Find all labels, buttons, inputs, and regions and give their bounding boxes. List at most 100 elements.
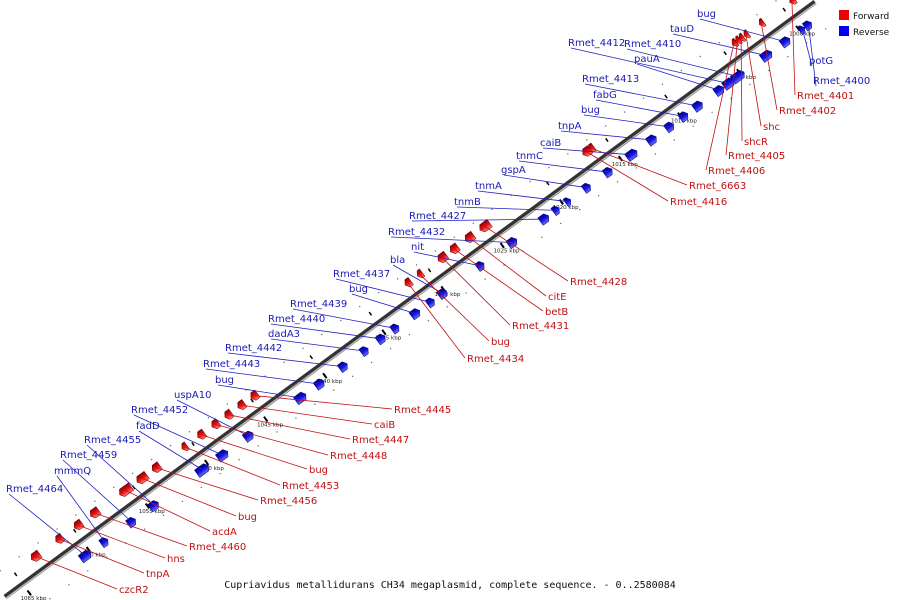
reverse-gene-label[interactable]: Rmet_4412 [568, 38, 625, 49]
forward-gene-label[interactable]: shcR [744, 137, 768, 148]
reverse-gene-label[interactable]: Rmet_4410 [624, 39, 681, 50]
forward-gene[interactable] [72, 518, 85, 532]
reverse-gene-label[interactable]: tnpA [558, 121, 582, 132]
reverse-gene-label[interactable]: Rmet_4432 [388, 227, 445, 238]
reverse-gene-label[interactable]: Rmet_4442 [225, 343, 282, 354]
reverse-gene-label[interactable]: Rmet_4413 [582, 74, 639, 85]
reverse-gene[interactable] [537, 212, 551, 226]
reverse-gene-label[interactable]: bug [697, 9, 716, 20]
reverse-gene-label[interactable]: mmmQ [54, 466, 91, 477]
forward-gene-label[interactable]: Rmet_4402 [779, 106, 836, 117]
reverse-gene-label[interactable]: bla [390, 255, 405, 266]
reverse-gene-label[interactable]: tnmC [516, 151, 543, 162]
forward-gene-label[interactable]: hns [167, 554, 185, 565]
reverse-gene[interactable] [677, 110, 691, 123]
reverse-gene-label[interactable]: dadA3 [268, 329, 300, 340]
reverse-gene[interactable] [550, 204, 562, 217]
reverse-gene-label[interactable]: Rmet_4459 [60, 450, 117, 461]
forward-gene[interactable] [195, 428, 208, 441]
reverse-gene[interactable] [408, 307, 422, 321]
reverse-gene[interactable] [562, 196, 573, 208]
reverse-gene[interactable] [580, 181, 593, 194]
forward-gene[interactable] [787, 0, 798, 6]
reverse-gene-label[interactable]: potG [809, 56, 833, 67]
forward-gene[interactable] [463, 230, 477, 244]
reverse-gene[interactable] [336, 360, 350, 373]
forward-gene[interactable] [448, 242, 461, 256]
reverse-gene-label[interactable]: bug [581, 105, 600, 116]
reverse-gene-label[interactable]: Rmet_4437 [333, 269, 390, 280]
reverse-gene-label[interactable]: Rmet_4464 [6, 484, 63, 495]
forward-gene-label[interactable]: bug [238, 512, 257, 523]
forward-gene[interactable] [741, 29, 752, 40]
reverse-gene[interactable] [624, 147, 640, 162]
forward-gene-label[interactable]: Rmet_6663 [689, 181, 746, 192]
forward-gene-label[interactable]: tnpA [146, 569, 170, 580]
reverse-gene-label[interactable]: tnmB [454, 197, 481, 208]
forward-gene-label[interactable]: Rmet_4456 [260, 496, 317, 507]
reverse-gene-label[interactable]: uspA10 [174, 390, 211, 401]
reverse-gene[interactable] [424, 296, 437, 309]
reverse-gene[interactable] [758, 48, 774, 63]
forward-gene[interactable] [134, 470, 150, 485]
forward-gene-label[interactable]: Rmet_4416 [670, 197, 727, 208]
forward-gene-label[interactable]: Rmet_4453 [282, 481, 339, 492]
reverse-gene-label[interactable]: caiB [540, 138, 561, 149]
reverse-gene[interactable] [125, 516, 139, 529]
reverse-gene-label[interactable]: fabG [593, 90, 617, 101]
forward-gene-label[interactable]: Rmet_4460 [189, 542, 246, 553]
reverse-gene-label[interactable]: bug [215, 375, 234, 386]
forward-gene-label[interactable]: Rmet_4448 [330, 451, 387, 462]
forward-gene[interactable] [235, 399, 248, 412]
forward-gene[interactable] [222, 408, 235, 421]
forward-gene-label[interactable]: Rmet_4401 [797, 91, 854, 102]
forward-gene-label[interactable]: citE [548, 292, 567, 303]
reverse-gene[interactable] [389, 322, 402, 335]
reverse-gene[interactable] [645, 133, 658, 147]
forward-gene[interactable] [150, 461, 163, 475]
forward-gene-label[interactable]: Rmet_4406 [708, 166, 765, 177]
reverse-gene-label[interactable]: fadD [136, 421, 160, 432]
reverse-gene[interactable] [194, 462, 211, 478]
forward-gene[interactable] [29, 549, 43, 563]
forward-gene-label[interactable]: Rmet_4447 [352, 435, 409, 446]
reverse-gene[interactable] [215, 448, 230, 463]
forward-gene-label[interactable]: Rmet_4431 [512, 321, 569, 332]
forward-gene[interactable] [53, 532, 66, 545]
reverse-gene-label[interactable]: tauD [670, 24, 694, 35]
forward-gene-label[interactable]: bug [491, 337, 510, 348]
reverse-gene-label[interactable]: Rmet_4443 [203, 359, 260, 370]
forward-gene[interactable] [757, 17, 767, 28]
reverse-gene-label[interactable]: pauA [634, 54, 660, 65]
reverse-gene-label[interactable]: Rmet_4452 [131, 405, 188, 416]
reverse-gene[interactable] [712, 84, 726, 98]
reverse-gene[interactable] [601, 165, 615, 179]
reverse-gene-label[interactable]: Rmet_4455 [84, 435, 141, 446]
forward-gene-label[interactable]: Rmet_4434 [467, 354, 524, 365]
reverse-gene-label[interactable]: Rmet_4427 [409, 211, 466, 222]
reverse-gene[interactable] [374, 332, 388, 346]
forward-gene[interactable] [117, 482, 134, 499]
reverse-gene-label[interactable]: gspA [501, 165, 526, 176]
reverse-gene[interactable] [358, 345, 371, 358]
forward-gene-label[interactable]: czcR2 [119, 585, 149, 596]
forward-gene-label[interactable]: Rmet_4405 [728, 151, 785, 162]
forward-gene[interactable] [88, 506, 102, 520]
forward-gene-label[interactable]: Rmet_4445 [394, 405, 451, 416]
forward-gene-label[interactable]: betB [545, 307, 568, 318]
reverse-gene[interactable] [778, 35, 792, 49]
reverse-gene-label[interactable]: tnmA [475, 181, 502, 192]
reverse-gene[interactable] [293, 390, 308, 406]
forward-gene-label[interactable]: bug [309, 465, 328, 476]
forward-gene-label[interactable]: acdA [212, 527, 237, 538]
reverse-gene-label[interactable]: Rmet_4439 [290, 299, 347, 310]
reverse-gene[interactable] [98, 536, 111, 549]
reverse-gene[interactable] [312, 377, 326, 391]
forward-gene-label[interactable]: shc [763, 122, 780, 133]
reverse-gene-label[interactable]: nit [411, 242, 424, 253]
forward-gene[interactable] [436, 250, 450, 264]
forward-gene-label[interactable]: caiB [374, 420, 395, 431]
reverse-gene[interactable] [801, 19, 814, 32]
reverse-gene[interactable] [691, 99, 705, 113]
reverse-gene-label[interactable]: bug [349, 284, 368, 295]
